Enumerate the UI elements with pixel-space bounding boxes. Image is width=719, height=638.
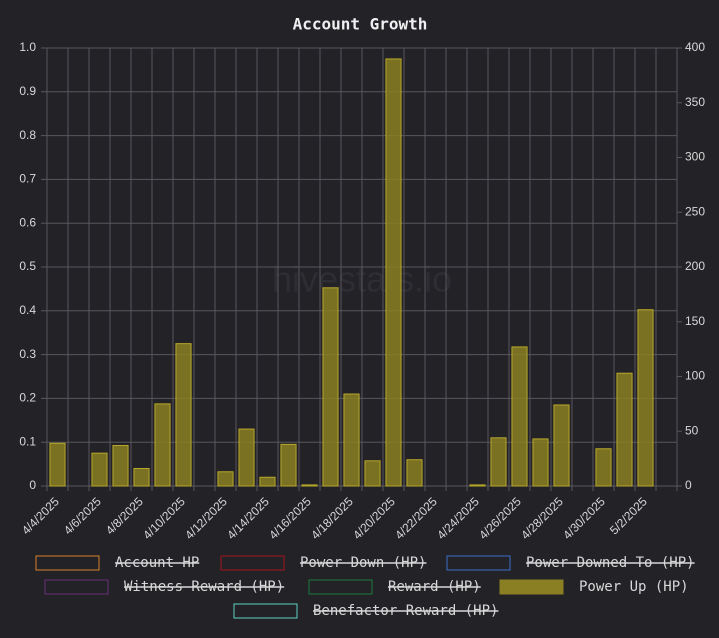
x-tick-label: 5/2/2025	[607, 494, 650, 537]
x-tick-label: 4/22/2025	[392, 494, 440, 542]
bar	[343, 393, 360, 487]
legend-swatch	[308, 579, 373, 595]
y2-tick-label: 150	[685, 314, 705, 328]
bar	[217, 471, 234, 487]
bar	[406, 459, 423, 487]
x-tick-label: 4/4/2025	[19, 494, 62, 537]
bar	[238, 428, 255, 487]
y2-tick-label: 200	[685, 259, 705, 273]
y2-tick-label: 350	[685, 95, 705, 109]
bar	[364, 460, 381, 487]
bar	[595, 448, 612, 487]
bar	[49, 442, 66, 487]
y2-tick-label: 400	[685, 40, 705, 54]
y-tick-label: 0	[29, 478, 36, 492]
x-tick-label: 4/16/2025	[266, 494, 314, 542]
bar	[532, 438, 549, 487]
x-tick-label: 4/26/2025	[476, 494, 524, 542]
bar	[322, 287, 339, 487]
x-tick-label: 4/8/2025	[103, 494, 146, 537]
legend-label: Power Up (HP)	[579, 579, 689, 595]
bar	[511, 346, 528, 487]
bar	[112, 444, 129, 487]
legend-swatch	[44, 579, 109, 595]
bar	[490, 437, 507, 487]
y2-tick-label: 250	[685, 204, 705, 218]
bar	[91, 452, 108, 487]
bar	[385, 58, 402, 487]
bar	[616, 372, 633, 487]
bar	[133, 467, 150, 487]
legend-swatch	[499, 579, 564, 595]
y2-tick-label: 0	[685, 478, 692, 492]
y-tick-label: 0.7	[19, 172, 36, 186]
y-tick-label: 0.4	[19, 303, 36, 317]
y-tick-label: 0.5	[19, 259, 36, 273]
bar	[259, 476, 276, 487]
x-tick-label: 4/24/2025	[434, 494, 482, 542]
x-tick-label: 4/18/2025	[308, 494, 356, 542]
legend-swatch	[233, 603, 298, 619]
x-tick-label: 4/12/2025	[182, 494, 230, 542]
bar	[175, 343, 192, 487]
x-tick-label: 4/20/2025	[350, 494, 398, 542]
x-tick-label: 4/6/2025	[61, 494, 104, 537]
legend-swatch	[220, 555, 285, 571]
x-tick-label: 4/28/2025	[518, 494, 566, 542]
x-tick-label: 4/10/2025	[140, 494, 188, 542]
bar	[301, 484, 318, 487]
bar	[154, 403, 171, 487]
y2-tick-label: 300	[685, 150, 705, 164]
y-tick-label: 1.0	[19, 40, 36, 54]
x-tick-label: 4/30/2025	[560, 494, 608, 542]
bar	[553, 404, 570, 487]
y2-tick-label: 50	[685, 423, 699, 437]
y-tick-label: 0.3	[19, 347, 36, 361]
y-tick-label: 0.1	[19, 434, 36, 448]
legend-swatch	[446, 555, 511, 571]
y-tick-label: 0.2	[19, 391, 36, 405]
y-tick-label: 0.6	[19, 215, 36, 229]
x-tick-label: 4/14/2025	[224, 494, 272, 542]
y-tick-label: 0.9	[19, 84, 36, 98]
y-tick-label: 0.8	[19, 128, 36, 142]
y2-tick-label: 100	[685, 369, 705, 383]
chart-title: Account Growth	[293, 15, 428, 34]
bar	[280, 443, 297, 487]
bar	[469, 484, 486, 487]
bar	[637, 309, 654, 487]
legend-swatch	[35, 555, 100, 571]
